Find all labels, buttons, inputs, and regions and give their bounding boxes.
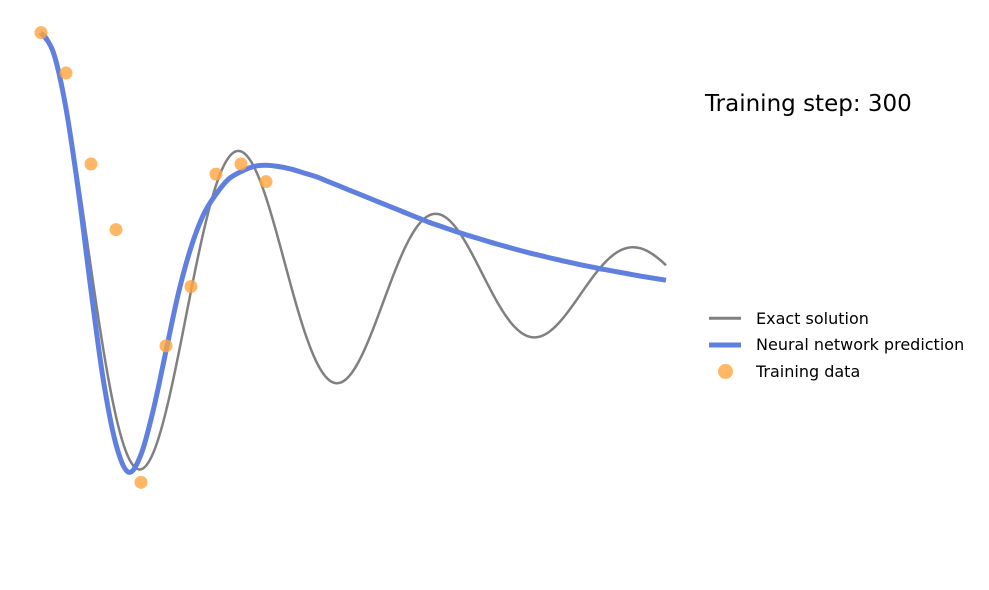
training-step-value: 300 [867, 91, 912, 117]
legend-label-exact: Exact solution [756, 308, 869, 328]
legend-item-prediction: Neural network prediction [705, 332, 964, 359]
legend-swatch-prediction [705, 335, 745, 355]
training-point [184, 280, 198, 294]
training-point [134, 475, 148, 489]
legend-item-exact: Exact solution [705, 305, 964, 332]
training-point [259, 175, 273, 189]
training-point [234, 157, 248, 171]
training-point [159, 339, 173, 353]
training-data-layer [34, 26, 273, 489]
training-point [34, 26, 48, 40]
training-step-prefix: Training step: [705, 91, 868, 117]
training-point [84, 157, 98, 171]
prediction-layer [38, 31, 667, 475]
legend-label-prediction: Neural network prediction [756, 335, 965, 355]
training-step-annotation: Training step: 300 [705, 91, 912, 117]
legend-swatch-training [705, 361, 745, 381]
legend-label-training: Training data [756, 361, 861, 381]
legend-swatch-exact [705, 308, 745, 328]
training-point [59, 66, 73, 80]
prediction-line [38, 31, 667, 475]
exact-solution-layer [40, 31, 667, 471]
legend-item-training: Training data [705, 358, 964, 385]
training-point [109, 223, 123, 237]
legend: Exact solution Neural network prediction… [705, 305, 964, 385]
exact-solution-line [40, 31, 667, 471]
training-point [209, 167, 223, 181]
